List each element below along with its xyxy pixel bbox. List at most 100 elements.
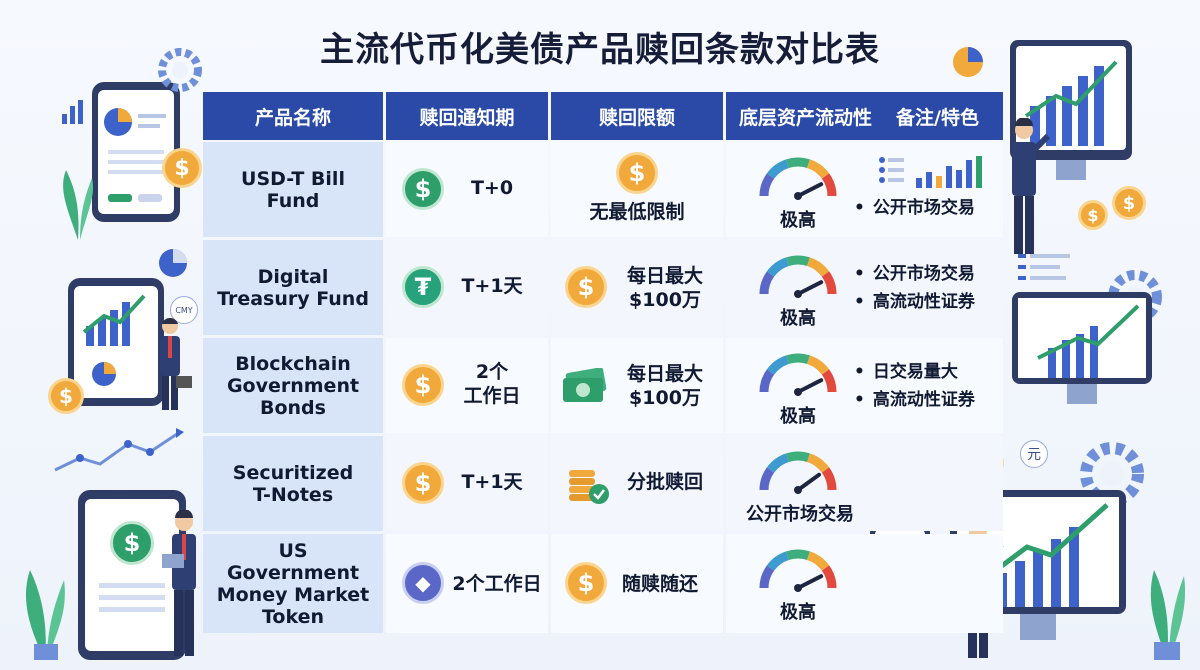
gauge-segment bbox=[759, 173, 775, 197]
table-body: USD-T Bill Fund $ T+0 $ 无最低限制 极高 公开市场交易 bbox=[203, 142, 1003, 633]
header-notes: 备注/特色 bbox=[896, 106, 979, 129]
limit-value: 分批赎回 bbox=[626, 471, 703, 493]
dollar-coin-icon: $ bbox=[110, 521, 154, 565]
monitor-illustration bbox=[1010, 40, 1138, 190]
table-row: Blockchain Government Bonds $ 2个 工作日 每日最… bbox=[203, 338, 1003, 433]
plant-icon bbox=[25, 570, 65, 660]
liquidity-value: 公开市场交易 bbox=[746, 504, 854, 525]
dollar-coin-icon: $ bbox=[402, 168, 444, 210]
pie-chart-icon bbox=[953, 47, 983, 77]
liquidity-gauge bbox=[759, 549, 837, 592]
liquidity-cell: 公开市场交易 bbox=[726, 436, 1003, 531]
gauge-segment bbox=[786, 451, 810, 463]
limit-value: 每日最大 $100万 bbox=[626, 265, 703, 311]
liquidity-value: 极高 bbox=[780, 406, 816, 427]
gauge-segment bbox=[786, 549, 810, 561]
notice-value: T+1天 bbox=[461, 275, 523, 297]
gauge-segment bbox=[821, 467, 837, 491]
gear-icon bbox=[1080, 442, 1144, 506]
bar-chart-icon bbox=[62, 100, 83, 124]
notice-cell: ₮ T+1天 bbox=[386, 240, 548, 335]
dollar-coin-icon: $ bbox=[616, 152, 658, 194]
liquidity-value: 极高 bbox=[780, 308, 816, 329]
mini-bar-chart-icon bbox=[879, 156, 982, 188]
gauge-needle bbox=[796, 574, 824, 590]
liquidity-cell: 极高 公开市场交易 高流动性证券 bbox=[726, 240, 1003, 335]
gauge-segment bbox=[759, 271, 775, 295]
limit-cell: $ 无最低限制 bbox=[551, 142, 723, 237]
header-liquidity-notes: 底层资产流动性 备注/特色 bbox=[726, 92, 1003, 140]
growth-chart-icon bbox=[1024, 60, 1118, 146]
header-notice-period: 赎回通知期 bbox=[386, 92, 548, 140]
liquidity-cell: 极高 日交易量大 高流动性证券 bbox=[726, 338, 1003, 433]
header-redemption-limit: 赎回限额 bbox=[551, 92, 723, 140]
note-item: 高流动性证券 bbox=[854, 288, 1002, 316]
gauge-needle bbox=[796, 472, 822, 492]
note-item: 公开市场交易 bbox=[854, 194, 1002, 222]
gauge-segment bbox=[766, 257, 790, 277]
liquidity-gauge bbox=[759, 157, 837, 200]
table-row: Digital Treasury Fund ₮ T+1天 $ 每日最大 $100… bbox=[203, 240, 1003, 335]
gauge-segment bbox=[759, 369, 775, 393]
liquidity-cell: 极高 bbox=[726, 534, 1003, 633]
businessman-laptop-illustration bbox=[162, 510, 196, 656]
gauge-hub bbox=[794, 290, 802, 298]
notice-cell: ◆ 2个工作日 bbox=[386, 534, 548, 633]
product-name-cell: Securitized T-Notes bbox=[203, 436, 383, 531]
businessman-pointing-illustration bbox=[1012, 118, 1050, 254]
pie-chart-icon bbox=[159, 249, 187, 277]
pie-chart-icon bbox=[104, 108, 166, 202]
product-name-cell: USD-T Bill Fund bbox=[203, 142, 383, 237]
notes-list: 公开市场交易 bbox=[854, 194, 1002, 222]
left-illustrations: $ CMY bbox=[0, 40, 202, 670]
gauge-needle bbox=[796, 378, 824, 394]
gauge-segment bbox=[759, 467, 775, 491]
table-row: US Government Money Market Token ◆ 2个工作日… bbox=[203, 534, 1003, 633]
note-item: 高流动性证券 bbox=[854, 386, 1002, 414]
gauge-segment bbox=[806, 257, 830, 277]
coin-stack-icon: $ bbox=[1078, 200, 1108, 230]
notes-list: 公开市场交易 高流动性证券 bbox=[854, 260, 1002, 316]
coin-stack-icon: $ bbox=[1112, 186, 1146, 220]
gauge-segment bbox=[766, 453, 790, 473]
notice-value: 2个工作日 bbox=[452, 573, 542, 595]
gauge-segment bbox=[766, 551, 790, 571]
tether-coin-icon: ₮ bbox=[402, 266, 444, 308]
notice-cell: $ T+1天 bbox=[386, 436, 548, 531]
gauge-segment bbox=[821, 565, 837, 589]
header-liquidity: 底层资产流动性 bbox=[739, 106, 873, 129]
table-row: USD-T Bill Fund $ T+0 $ 无最低限制 极高 公开市场交易 bbox=[203, 142, 1003, 237]
gauge-segment bbox=[806, 551, 830, 571]
trend-line-icon bbox=[54, 428, 184, 472]
gauge-hub bbox=[794, 192, 802, 200]
notice-value: 2个 工作日 bbox=[463, 361, 521, 407]
gear-icon bbox=[158, 48, 202, 92]
notes-list: 日交易量大 高流动性证券 bbox=[854, 358, 1002, 414]
gauge-hub bbox=[794, 486, 802, 494]
limit-value: 无最低限制 bbox=[589, 201, 685, 223]
product-name-cell: US Government Money Market Token bbox=[203, 534, 383, 633]
gauge-segment bbox=[821, 173, 837, 197]
list-lines-icon bbox=[1018, 254, 1070, 280]
yuan-badge: 元 bbox=[1020, 440, 1048, 468]
notice-cell: $ T+0 bbox=[386, 142, 548, 237]
businessman-illustration bbox=[160, 317, 192, 410]
gauge-segment bbox=[806, 453, 830, 473]
dollar-coin-icon: $ bbox=[402, 462, 444, 504]
gauge-needle bbox=[796, 280, 824, 296]
limit-cell: 分批赎回 bbox=[551, 436, 723, 531]
gauge-segment bbox=[766, 159, 790, 179]
gauge-segment bbox=[786, 255, 810, 267]
limit-value: 每日最大 $100万 bbox=[626, 363, 703, 409]
gauge-segment bbox=[821, 369, 837, 393]
product-name-cell: Digital Treasury Fund bbox=[203, 240, 383, 335]
header-product-name: 产品名称 bbox=[203, 92, 383, 140]
gauge-hub bbox=[794, 584, 802, 592]
note-item: 公开市场交易 bbox=[854, 260, 1002, 288]
limit-cell: $ 每日最大 $100万 bbox=[551, 240, 723, 335]
dollar-coin-icon: $ bbox=[402, 364, 444, 406]
dollar-coin-icon: $ bbox=[48, 378, 84, 414]
dollar-coin-icon: $ bbox=[565, 562, 607, 604]
gauge-segment bbox=[806, 159, 830, 179]
limit-cell: $ 随赎随还 bbox=[551, 534, 723, 633]
